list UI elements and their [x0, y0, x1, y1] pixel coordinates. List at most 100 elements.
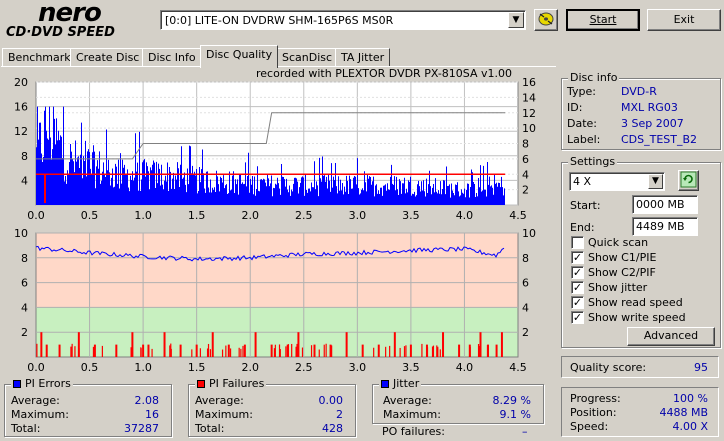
tab-label: Benchmark — [8, 51, 71, 64]
chart2-y-tick-left: 6 — [21, 277, 28, 290]
chart1-y-tick-right: 14 — [522, 91, 536, 104]
chart2-x-tick: 1.0 — [134, 361, 152, 373]
start-button[interactable]: Start — [566, 9, 640, 31]
refresh-speeds-button[interactable] — [678, 170, 699, 191]
tab-create-disc[interactable]: Create Disc — [70, 48, 146, 67]
chevron-down-icon[interactable]: ▼ — [648, 174, 663, 189]
disc-id-value: MXL RG03 — [621, 101, 678, 114]
chart2-x-tick: 0.0 — [27, 361, 45, 373]
pi-failures-group: PI Failures Average: 0.00 Maximum: 2 Tot… — [188, 377, 356, 437]
progress-panel: Progress: 100 % Position: 4488 MB Speed:… — [561, 387, 719, 437]
chart1-y-tick-right: 10 — [522, 122, 536, 135]
chart2-x-tick: 2.5 — [295, 361, 313, 373]
chart2-y-tick-left: 2 — [21, 326, 28, 339]
jitter-title-text: Jitter — [393, 377, 420, 390]
chart2-y-tick-right: 2 — [522, 326, 529, 339]
logo-brand: nero — [38, 0, 102, 28]
progress-value: 100 % — [673, 392, 708, 405]
show-write-speed-checkbox[interactable]: ✓ — [571, 311, 584, 324]
chart1-x-tick: 4.5 — [509, 209, 527, 222]
end-pos-input[interactable]: 4489 MB — [632, 217, 698, 236]
progress-label: Progress: — [570, 392, 621, 405]
pi-failures-jitter-chart: 0.0 0.5 1.0 1.5 2.0 2.5 3.0 3.5 4.0 4.5 10 8 6 4 2 10 8 6… — [14, 227, 536, 373]
disc-quality-charts: 0.0 0.5 1.0 1.5 2.0 2.5 3.0 3.5 4.0 4.5 20 16 12 8 4 16… — [14, 76, 536, 373]
chart2-x-tick: 0.5 — [81, 361, 99, 373]
disc-type-value: DVD-R — [621, 85, 657, 98]
disc-date-label: Date: — [567, 117, 597, 130]
chart1-x-tick: 1.5 — [188, 209, 206, 222]
jitter-line — [35, 245, 505, 262]
tab-label: Create Disc — [76, 51, 140, 64]
pi-errors-chart: 0.0 0.5 1.0 1.5 2.0 2.5 3.0 3.5 4.0 4.5 20 16 12 8 4 16… — [14, 76, 536, 222]
start-pos-input[interactable]: 0000 MB — [632, 195, 698, 214]
quality-score-label: Quality score: — [570, 361, 647, 374]
show-c1-pie-checkbox[interactable]: ✓ — [571, 251, 584, 264]
chart2-y-tick-left: 10 — [14, 227, 28, 240]
pif-average-label: Average: — [195, 394, 244, 407]
tab-label: TA Jitter — [341, 51, 385, 64]
eject-refresh-icon — [538, 12, 554, 26]
chart1-y-tick-left: 12 — [14, 125, 28, 138]
refresh-icon — [680, 171, 697, 188]
po-failures-label: PO failures: — [382, 425, 445, 438]
tab-scandisc[interactable]: ScanDisc — [276, 48, 339, 67]
speed-select-value: 4 X — [573, 175, 592, 188]
show-jitter-checkbox[interactable]: ✓ — [571, 281, 584, 294]
drive-select[interactable]: [0:0] LITE-ON DVDRW SHM-165P6S MS0R ▼ — [160, 10, 526, 30]
chart1-y-tick-left: 20 — [14, 76, 28, 89]
jitter-average-label: Average: — [383, 394, 432, 407]
exit-button[interactable]: Exit — [647, 9, 721, 31]
chart2-y-tick-right: 4 — [522, 301, 529, 314]
chart2-x-tick: 3.0 — [349, 361, 367, 373]
chart1-x-tick: 4.0 — [456, 209, 474, 222]
show-c2-pif-label: Show C2/PIF — [588, 266, 656, 279]
chart1-x-tick: 0.0 — [27, 209, 45, 222]
chart1-y-tick-left: 8 — [21, 150, 28, 163]
chart2-x-tick: 4.0 — [456, 361, 474, 373]
pie-average-value: 2.08 — [134, 394, 160, 407]
chart2-y-tick-right: 6 — [522, 277, 529, 290]
tab-ta-jitter[interactable]: TA Jitter — [335, 48, 391, 67]
drive-select-value: [0:0] LITE-ON DVDRW SHM-165P6S MS0R — [165, 14, 394, 27]
jitter-maximum-label: Maximum: — [383, 408, 441, 421]
disc-label-label: Label: — [567, 133, 601, 146]
quick-scan-label: Quick scan — [588, 236, 649, 249]
jitter-color-swatch — [381, 380, 389, 388]
advanced-button[interactable]: Advanced — [627, 327, 715, 346]
quick-scan-checkbox[interactable] — [571, 236, 584, 249]
jitter-group: Jitter Average: 8.29 % Maximum: 9.1 % — [372, 377, 544, 424]
tab-disc-quality[interactable]: Disc Quality — [200, 45, 279, 68]
write-speed-line — [36, 112, 506, 160]
drive-refresh-button[interactable] — [534, 9, 558, 31]
chevron-down-icon[interactable]: ▼ — [508, 12, 524, 28]
pi-errors-color-swatch — [13, 380, 21, 388]
show-c2-pif-checkbox[interactable]: ✓ — [571, 266, 584, 279]
quality-score-value: 95 — [694, 361, 708, 374]
pie-total-value: 37287 — [124, 422, 159, 435]
tab-benchmark[interactable]: Benchmark — [2, 48, 77, 67]
show-read-speed-checkbox[interactable]: ✓ — [571, 296, 584, 309]
tab-label: Disc Info — [148, 51, 196, 64]
settings-title: Settings — [568, 155, 618, 168]
exit-button-label: Exit — [673, 13, 695, 26]
pi-failures-title: PI Failures — [195, 377, 267, 390]
chart1-y-tick-right: 2 — [522, 184, 529, 197]
pi-failures-title-text: PI Failures — [209, 377, 265, 390]
chart1-x-tick: 1.0 — [134, 209, 152, 222]
chart1-y-tick-right: 8 — [522, 138, 529, 151]
nero-logo: nero CD·DVD SPEED — [4, 0, 154, 42]
speed-select[interactable]: 4 X ▼ — [569, 172, 665, 191]
pie-average-label: Average: — [11, 394, 60, 407]
tab-disc-info[interactable]: Disc Info — [142, 48, 202, 67]
pi-errors-group: PI Errors Average: 2.08 Maximum: 16 Tota… — [4, 377, 172, 437]
pif-maximum-value: 2 — [336, 408, 343, 421]
pi-errors-title-text: PI Errors — [25, 377, 71, 390]
pi-errors-title: PI Errors — [11, 377, 73, 390]
chart1-y-tick-left: 4 — [21, 174, 28, 187]
pie-maximum-label: Maximum: — [11, 408, 69, 421]
tab-baseline — [1, 66, 556, 67]
chart1-y-tick-right: 16 — [522, 76, 536, 89]
chart1-x-tick: 2.5 — [295, 209, 313, 222]
chart2-y-tick-left: 4 — [21, 301, 28, 314]
disc-info-group: Disc info Type: DVD-R ID: MXL RG03 Date:… — [561, 71, 721, 150]
